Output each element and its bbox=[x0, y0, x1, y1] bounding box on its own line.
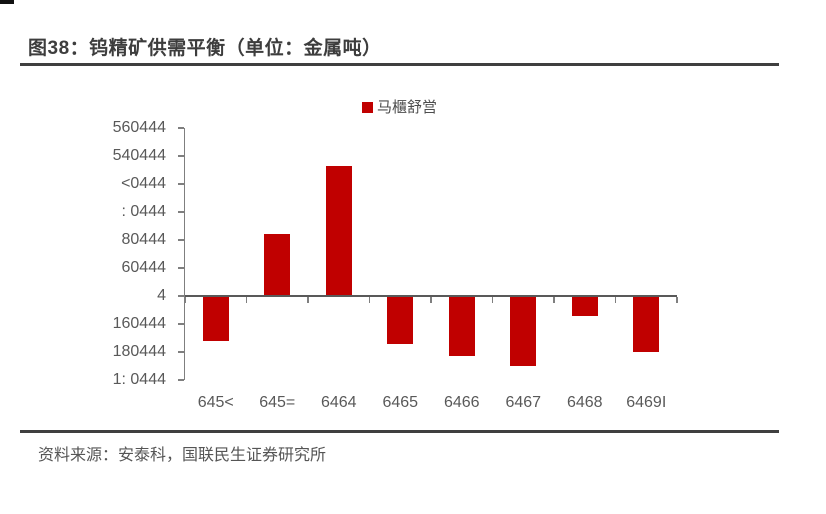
x-tick bbox=[676, 297, 678, 303]
y-tick-label: 180444 bbox=[112, 343, 166, 360]
y-tick-label: 60444 bbox=[121, 259, 167, 276]
figure-title: 图38：钨精矿供需平衡（单位：金属吨） bbox=[28, 38, 382, 59]
y-tick bbox=[178, 351, 184, 353]
x-tick-label: 6468 bbox=[566, 394, 603, 411]
x-tick bbox=[491, 297, 494, 303]
x-tick-label: 6467 bbox=[505, 394, 542, 411]
bar bbox=[571, 297, 598, 316]
x-tick bbox=[368, 297, 371, 303]
x-tick-label: 645= bbox=[259, 394, 296, 411]
y-tick-label: 80444 bbox=[121, 231, 167, 248]
y-tick-label: 560444 bbox=[112, 119, 166, 136]
y-tick bbox=[178, 239, 184, 241]
x-tick bbox=[553, 297, 555, 303]
bar bbox=[510, 297, 537, 366]
x-axis-line bbox=[185, 294, 677, 298]
bar bbox=[202, 297, 229, 341]
title-divider bbox=[20, 63, 779, 66]
y-tick bbox=[178, 323, 184, 325]
y-axis-line bbox=[183, 128, 186, 380]
y-tick-label: 540444 bbox=[112, 147, 166, 164]
y-tick-label: 1: 0444 bbox=[112, 371, 166, 388]
page-corner-mark bbox=[0, 0, 14, 4]
chart-legend: 马櫃舒営 bbox=[362, 96, 437, 117]
x-tick bbox=[614, 297, 617, 303]
bar bbox=[633, 297, 660, 352]
x-tick bbox=[184, 297, 186, 303]
y-tick bbox=[178, 295, 184, 297]
y-tick bbox=[178, 379, 184, 381]
bar bbox=[264, 234, 291, 296]
footer-divider bbox=[20, 430, 779, 433]
x-tick-label: 6465 bbox=[382, 394, 419, 411]
y-tick-label: 160444 bbox=[112, 315, 166, 332]
x-tick bbox=[307, 297, 309, 303]
x-tick bbox=[430, 297, 432, 303]
y-tick bbox=[178, 127, 184, 129]
y-tick bbox=[178, 211, 184, 213]
x-tick bbox=[245, 297, 248, 303]
bar bbox=[448, 297, 475, 357]
bar bbox=[325, 165, 352, 296]
y-tick bbox=[178, 267, 184, 269]
legend-label: 马櫃舒営 bbox=[377, 99, 438, 116]
y-tick-label: 4 bbox=[157, 287, 166, 304]
x-tick-label: 645< bbox=[197, 394, 234, 411]
x-tick-label: 6464 bbox=[320, 394, 357, 411]
x-tick-label: 6469I bbox=[626, 394, 667, 411]
source-note: 资料来源：安泰科，国联民生证券研究所 bbox=[38, 447, 327, 464]
legend-swatch-icon bbox=[362, 101, 373, 113]
y-tick bbox=[178, 183, 184, 185]
y-tick-label: : 0444 bbox=[121, 203, 166, 220]
y-tick-label: <0444 bbox=[121, 175, 166, 192]
bar bbox=[387, 297, 414, 344]
x-tick-label: 6466 bbox=[443, 394, 480, 411]
y-tick bbox=[178, 155, 184, 157]
